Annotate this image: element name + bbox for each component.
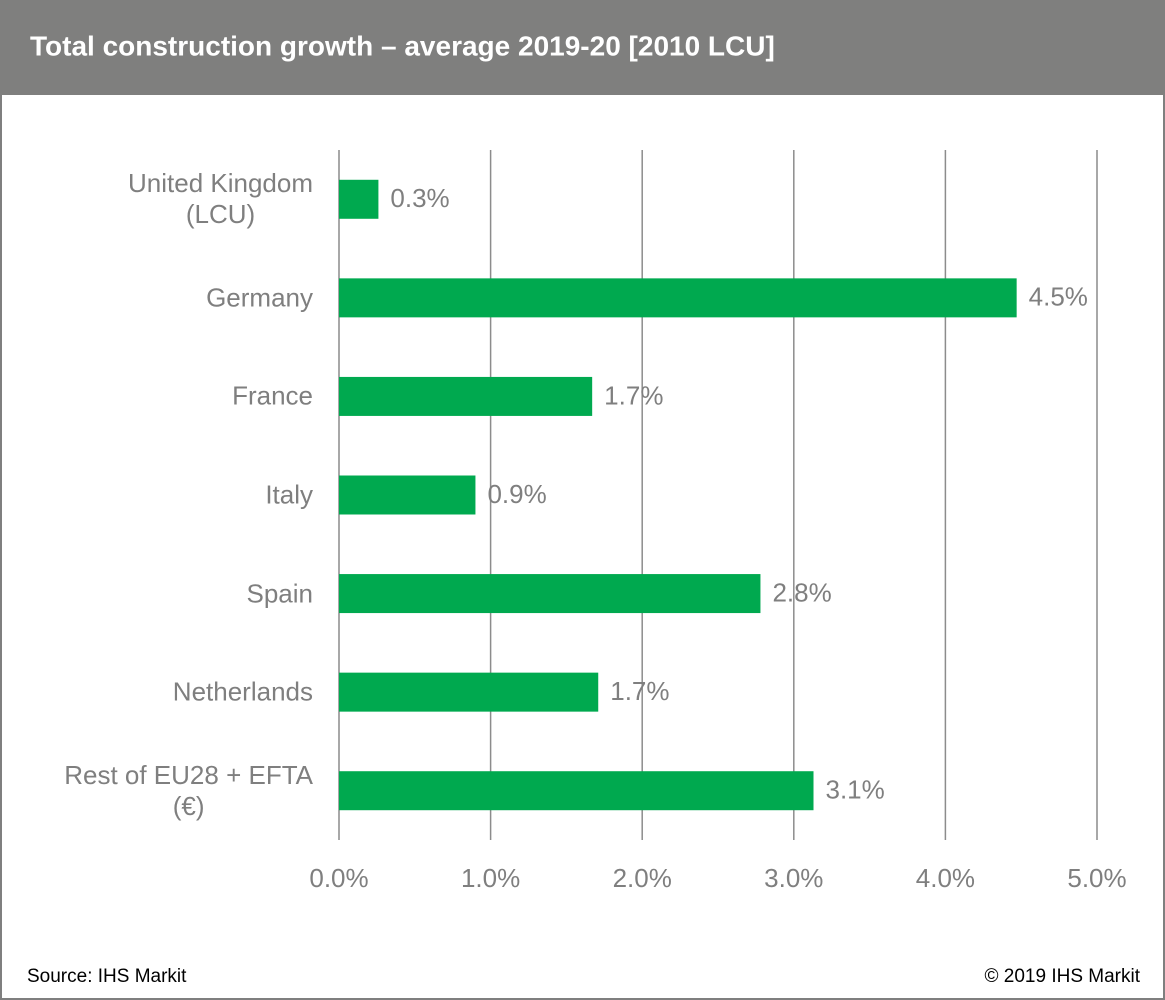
bar bbox=[339, 376, 593, 416]
chart-title: Total construction growth – average 2019… bbox=[30, 30, 775, 61]
value-label: 0.9% bbox=[487, 479, 546, 509]
bar bbox=[339, 475, 476, 515]
value-label: 2.8% bbox=[772, 577, 831, 607]
x-tick-label: 3.0% bbox=[764, 863, 823, 893]
y-tick-label: Netherlands bbox=[172, 676, 313, 707]
y-tick-label: France bbox=[232, 380, 313, 411]
y-tick-label: Germany bbox=[206, 282, 313, 313]
bar bbox=[339, 672, 599, 712]
value-label: 4.5% bbox=[1029, 282, 1088, 312]
value-label: 3.1% bbox=[826, 775, 885, 805]
x-tick-label: 2.0% bbox=[613, 863, 672, 893]
value-label: 1.7% bbox=[610, 676, 669, 706]
title-bar bbox=[0, 0, 1165, 95]
copyright: © 2019 IHS Markit bbox=[985, 966, 1141, 987]
y-tick-label: Spain bbox=[246, 578, 314, 609]
y-tick-label: Rest of EU28 + EFTA (€) bbox=[64, 759, 313, 821]
x-tick-label: 1.0% bbox=[461, 863, 520, 893]
bar bbox=[339, 278, 1017, 318]
bar bbox=[339, 179, 379, 219]
source: Source: IHS Markit bbox=[27, 966, 187, 987]
y-tick-label: Italy bbox=[265, 479, 313, 510]
x-tick-label: 5.0% bbox=[1067, 863, 1126, 893]
y-tick-label: United Kingdom (LCU) bbox=[128, 168, 313, 230]
x-tick-label: 0.0% bbox=[309, 863, 368, 893]
value-label: 1.7% bbox=[604, 380, 663, 410]
bar bbox=[339, 574, 761, 614]
x-tick-label: 4.0% bbox=[916, 863, 975, 893]
value-label: 0.3% bbox=[390, 183, 449, 213]
bar bbox=[339, 771, 814, 811]
